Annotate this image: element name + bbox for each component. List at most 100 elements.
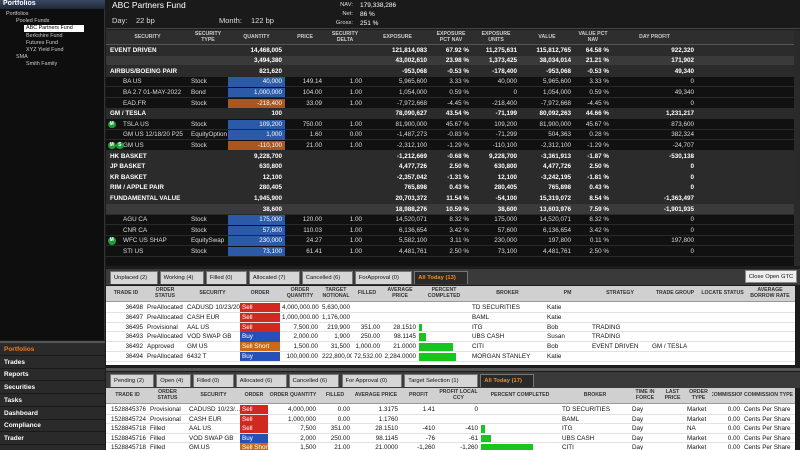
position-cell: 14,520,071 xyxy=(539,216,571,224)
tab[interactable]: Cancelled (6) xyxy=(288,374,340,387)
column-header: ORDER STATUS xyxy=(157,389,178,401)
position-cell: 1.00 xyxy=(349,88,362,96)
percent-bar xyxy=(419,323,422,332)
table-row xyxy=(106,405,795,415)
column-header: SECURITY xyxy=(134,33,161,40)
table-cell: 351.00 xyxy=(360,323,380,331)
nav-item[interactable]: Compliance xyxy=(0,420,105,433)
position-cell: -2,357,042 xyxy=(396,173,427,181)
table-cell: 1,500.00 xyxy=(293,343,318,351)
position-cell: 6,136,654 xyxy=(542,226,571,234)
tab[interactable]: Filled (0) xyxy=(205,271,247,284)
position-cell: 121,814,083 xyxy=(391,46,427,54)
table-cell: CADUSD 10/23/... xyxy=(189,406,240,413)
table-cell: Sell xyxy=(240,405,268,415)
position-cell: -1,363,497 xyxy=(663,194,694,202)
table-cell: Sell xyxy=(240,312,280,323)
table-cell: Sell Short xyxy=(240,342,280,352)
tab[interactable]: Cancelled (6) xyxy=(301,271,353,284)
tab[interactable]: For Approval (0) xyxy=(341,374,403,387)
table-cell: 21.0000 xyxy=(393,343,416,351)
nav-item[interactable]: Portfolios xyxy=(0,344,105,356)
tree-item[interactable]: Futures Fund xyxy=(26,39,59,46)
tree-item[interactable]: Portfolios xyxy=(6,11,29,17)
table-cell: 0.00 xyxy=(727,444,740,450)
table-cell: 1528845724 xyxy=(110,415,146,423)
close-gtc-button[interactable]: Close Open GTC xyxy=(745,270,797,283)
table-cell: Sell xyxy=(240,322,280,332)
position-cell: 873,600 xyxy=(671,120,694,128)
table-cell: Market xyxy=(687,406,707,413)
position-cell: -1.81 % xyxy=(587,173,609,181)
position-cell: HK BASKET xyxy=(110,152,147,160)
table-cell: 0.00 xyxy=(337,415,350,423)
position-cell: 12,100 xyxy=(497,173,517,181)
tree-item[interactable]: XYZ Yield Fund xyxy=(26,47,64,53)
position-cell: 40,000 xyxy=(228,77,285,87)
position-cell: -530,138 xyxy=(669,152,694,160)
position-cell: 61.41 xyxy=(306,247,322,255)
table-cell: 36495 xyxy=(125,323,143,331)
position-cell: 1,054,000 xyxy=(398,88,427,96)
tab[interactable]: Filled (0) xyxy=(192,374,234,387)
table-cell: PreAllocated xyxy=(147,313,183,321)
nav-item[interactable]: Trades xyxy=(0,357,105,369)
nav-item[interactable]: Dashboard xyxy=(0,408,105,420)
badge-icon: S xyxy=(116,141,124,150)
position-cell: -3,361,913 xyxy=(540,152,571,160)
tab[interactable]: All Today (13) xyxy=(414,271,469,284)
position-cell: 630,800 xyxy=(259,163,282,171)
tree-item[interactable]: ABC Partners Fund xyxy=(24,25,84,33)
tree-item[interactable]: Berkshire Fund xyxy=(26,32,63,39)
nav-item[interactable]: Tasks xyxy=(0,395,105,407)
position-cell: 1.00 xyxy=(349,216,362,224)
column-header: SECURITY TYPE xyxy=(194,30,222,43)
table-cell: Approved xyxy=(147,343,174,351)
tab[interactable]: Open (4) xyxy=(156,374,191,387)
nav-item[interactable]: Reports xyxy=(0,369,105,382)
tab[interactable]: All Today (17) xyxy=(480,374,535,387)
tab[interactable]: ForApproval (0) xyxy=(354,271,413,284)
table-cell: 1,900 xyxy=(334,333,350,341)
table-cell: 1.41 xyxy=(422,406,435,413)
tree-item[interactable]: Pooled Funds xyxy=(16,18,50,25)
nav-item[interactable]: Trader xyxy=(0,433,105,445)
tab[interactable]: Target Selection (1) xyxy=(404,374,479,387)
column-header: PERCENT COMPLETED xyxy=(427,287,461,299)
position-cell: 922,320 xyxy=(671,46,694,54)
day-value: 22 bp xyxy=(136,17,155,25)
position-cell: 11,275,631 xyxy=(485,46,517,54)
tab[interactable]: Pending (2) xyxy=(110,374,155,387)
position-cell: CNR CA xyxy=(123,226,148,234)
table-cell: 0.00 xyxy=(727,434,740,442)
column-header: PROFIT LOCAL CCY xyxy=(439,389,478,401)
position-cell: 5,965,600 xyxy=(542,78,571,86)
position-cell: Bond xyxy=(191,88,206,96)
table-cell: Katie xyxy=(547,353,562,360)
tab[interactable]: Working (4) xyxy=(159,271,204,284)
table-cell: Susan xyxy=(547,333,565,341)
tree-item[interactable]: Smith Family xyxy=(26,61,58,68)
tree-item[interactable]: SMA xyxy=(16,54,28,61)
position-row xyxy=(106,225,795,236)
tab[interactable]: Allocated (6) xyxy=(235,374,287,387)
position-cell: 504,363 xyxy=(548,131,571,139)
column-header: TRADE ID xyxy=(115,392,140,399)
position-cell: 45.67 % xyxy=(585,120,609,128)
position-cell: -0.68 % xyxy=(447,152,469,160)
position-cell: -1,901,935 xyxy=(663,205,694,213)
position-cell: 821,620 xyxy=(259,67,282,75)
position-cell: GM / TESLA xyxy=(110,110,147,118)
position-cell: 1.60 xyxy=(309,131,322,139)
table-cell: 219,900 xyxy=(327,323,350,331)
nav-item[interactable]: Securities xyxy=(0,382,105,395)
column-header: AVERAGE PRICE xyxy=(387,287,413,299)
tab[interactable]: Unplaced (2) xyxy=(110,271,158,284)
position-cell: -7,972,668 xyxy=(540,99,571,107)
table-cell: PreAllocated xyxy=(147,333,183,341)
nav-value: 179,338,286 xyxy=(360,2,397,9)
position-cell: RIM / APPLE PAIR xyxy=(110,184,164,192)
position-cell: Stock xyxy=(191,226,207,234)
table-cell: -410 xyxy=(465,425,478,433)
tab[interactable]: Allocated (7) xyxy=(248,271,300,284)
